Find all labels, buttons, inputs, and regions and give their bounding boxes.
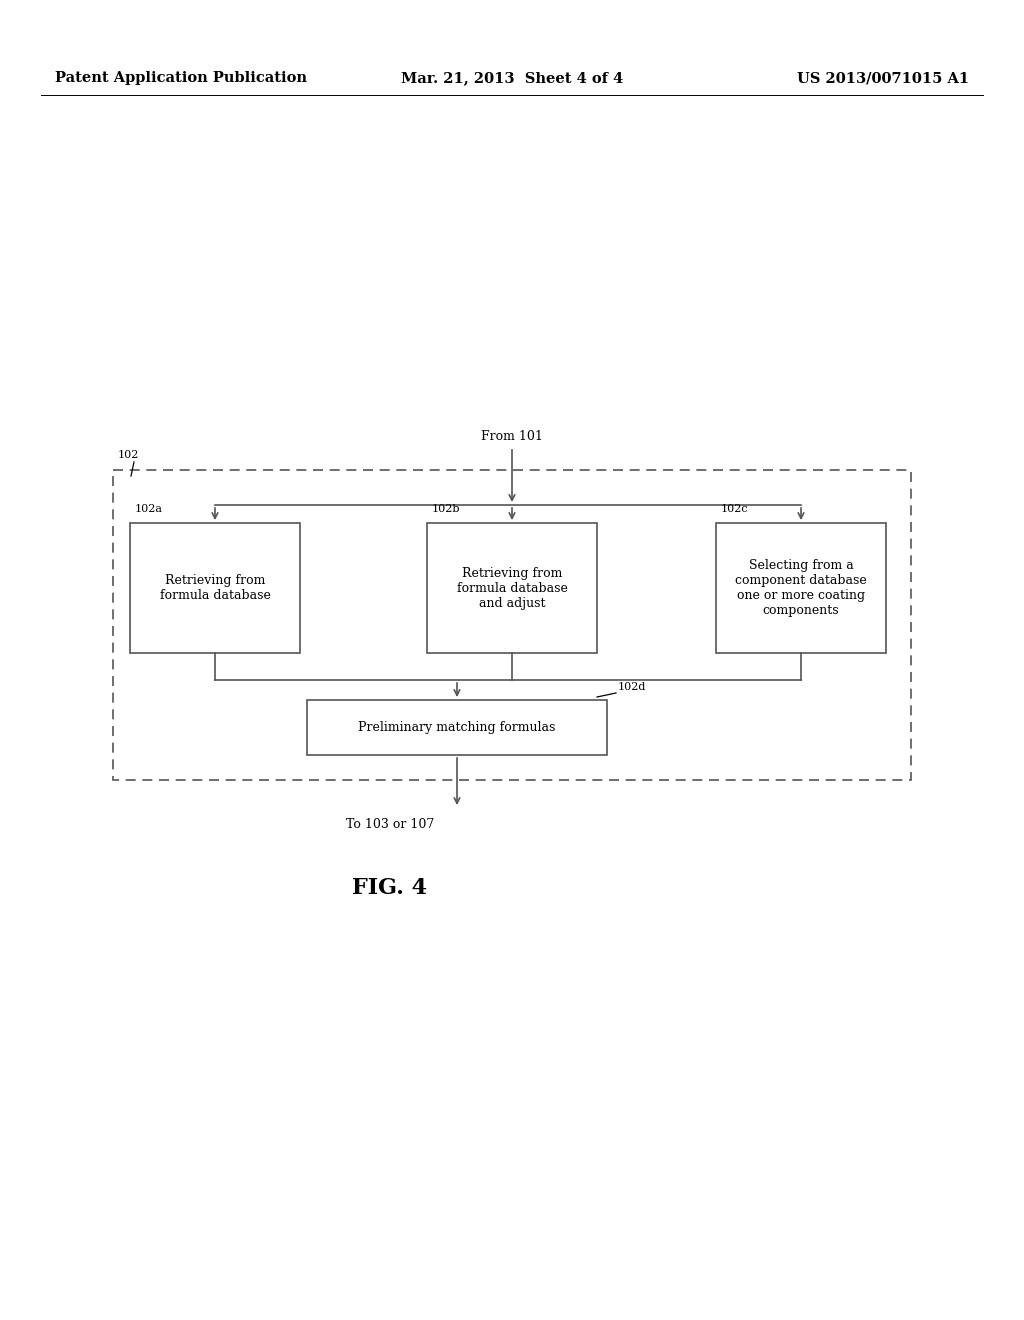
Bar <box>307 700 607 755</box>
Bar <box>716 523 886 653</box>
Text: 102c: 102c <box>721 504 749 513</box>
Text: Retrieving from
formula database
and adjust: Retrieving from formula database and adj… <box>457 566 567 610</box>
Text: Selecting from a
component database
one or more coating
components: Selecting from a component database one … <box>735 558 867 616</box>
Text: Mar. 21, 2013  Sheet 4 of 4: Mar. 21, 2013 Sheet 4 of 4 <box>400 71 624 84</box>
Text: 102a: 102a <box>135 504 163 513</box>
Text: To 103 or 107: To 103 or 107 <box>346 818 434 832</box>
Text: Retrieving from
formula database: Retrieving from formula database <box>160 574 270 602</box>
Text: 102b: 102b <box>432 504 461 513</box>
Text: Patent Application Publication: Patent Application Publication <box>55 71 307 84</box>
Text: Preliminary matching formulas: Preliminary matching formulas <box>358 721 556 734</box>
Bar <box>130 523 300 653</box>
Bar <box>427 523 597 653</box>
Text: US 2013/0071015 A1: US 2013/0071015 A1 <box>797 71 969 84</box>
Text: FIG. 4: FIG. 4 <box>352 876 427 899</box>
Bar <box>113 470 911 780</box>
Text: 102: 102 <box>118 450 139 459</box>
Text: From 101: From 101 <box>481 430 543 444</box>
Text: 102d: 102d <box>618 682 646 692</box>
